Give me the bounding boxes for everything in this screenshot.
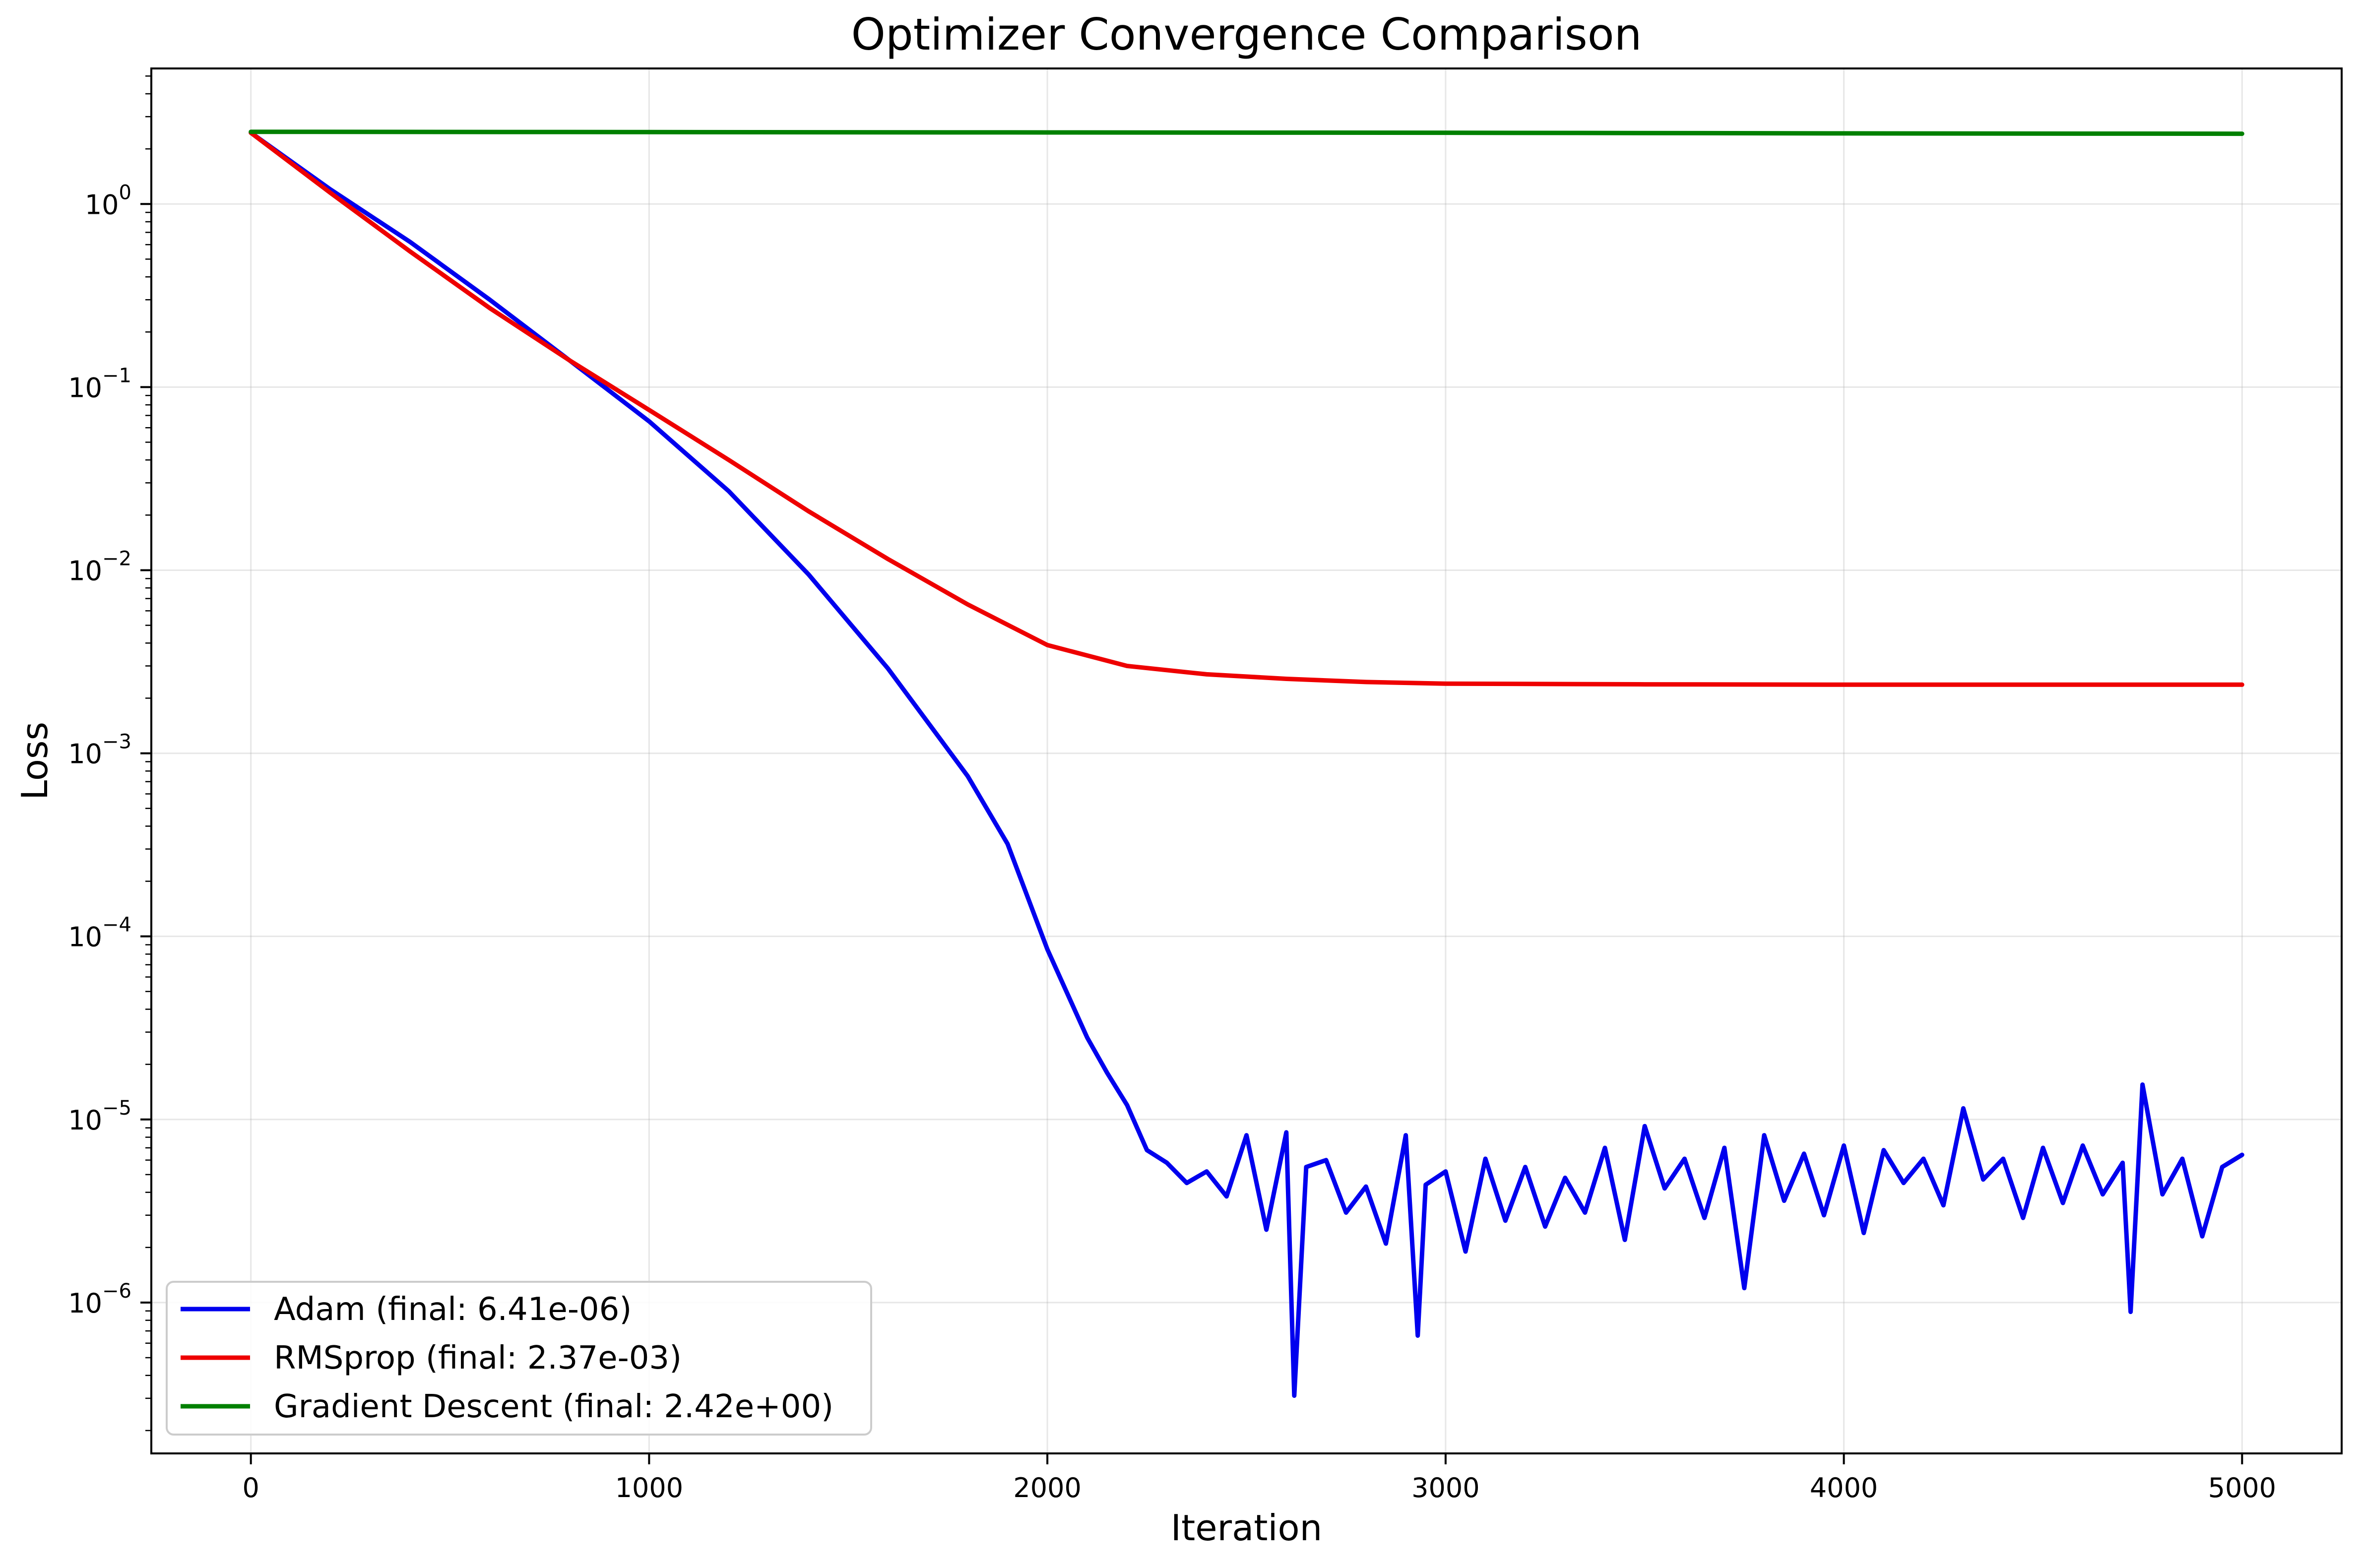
y-tick-label: 10−3: [68, 731, 131, 770]
y-axis-ticks: 100 10−1 10−2 10−3 10−4 10−5 10−6: [68, 75, 151, 1432]
x-axis-ticks: 0 1000 2000 3000 4000 5000: [243, 1453, 2276, 1504]
x-tick-label: 2000: [1013, 1472, 1081, 1504]
legend: Adam (final: 6.41e-06) RMSprop (final: 2.…: [166, 1281, 872, 1436]
y-axis-label: Loss: [14, 722, 56, 800]
y-tick-label: 10−5: [68, 1097, 131, 1136]
x-tick-label: 3000: [1411, 1472, 1479, 1504]
legend-label: RMSprop (final: 2.37e-03): [274, 1340, 682, 1377]
x-tick-label: 1000: [615, 1472, 683, 1504]
legend-label: Adam (final: 6.41e-06): [274, 1291, 632, 1328]
grid-lines: [151, 68, 2342, 1453]
chart-title: Optimizer Convergence Comparison: [851, 9, 1642, 60]
y-tick-label: 10−1: [68, 364, 131, 403]
y-tick-label: 10−6: [68, 1280, 131, 1319]
x-tick-label: 0: [243, 1472, 259, 1504]
x-axis-label: Iteration: [1171, 1507, 1322, 1549]
legend-label: Gradient Descent (final: 2.42e+00): [274, 1388, 833, 1425]
series-line-2: [249, 129, 2244, 136]
plot-frame: [150, 67, 2343, 1454]
series-line-0: [249, 130, 2244, 1398]
legend-box: [166, 1281, 872, 1436]
x-tick-label: 5000: [2208, 1472, 2276, 1504]
x-tick-label: 4000: [1810, 1472, 1878, 1504]
y-tick-label: 10−4: [68, 914, 131, 953]
y-tick-label: 10−2: [68, 547, 131, 586]
series-line-1: [249, 130, 2244, 687]
y-tick-label: 100: [85, 181, 131, 220]
